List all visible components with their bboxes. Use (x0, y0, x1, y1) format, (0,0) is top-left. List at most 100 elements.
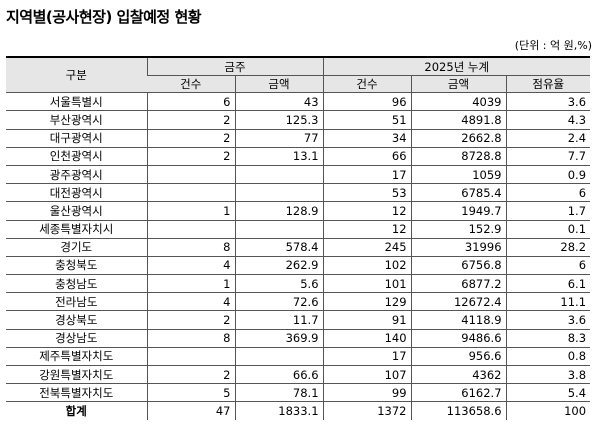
week-count-cell: 1 (146, 274, 235, 294)
table-body: 서울특별시 6 43 96 4039 3.6 부산광역시 2 125.3 51 4891.8 4.3 대… (6, 92, 591, 420)
header-week-count: 건수 (147, 75, 235, 94)
share-cell: 3.8 (505, 365, 591, 385)
week-amount-cell (234, 347, 324, 367)
region-cell: 세종특별자치시 (6, 220, 147, 239)
region-cell: 경상북도 (6, 310, 147, 330)
table-row: 경상북도 2 11.7 91 4118.9 3.6 (6, 310, 591, 330)
week-count-cell: 2 (146, 310, 235, 330)
ytd-amount-cell: 6877.2 (410, 274, 507, 294)
share-cell: 4.3 (505, 110, 591, 130)
week-count-cell: 4 (146, 292, 235, 312)
ytd-count-cell: 17 (322, 347, 412, 367)
share-cell: 2.4 (505, 129, 591, 148)
week-amount-cell: 578.4 (234, 238, 324, 257)
table-row: 전라남도 4 72.6 129 12672.4 11.1 (6, 292, 591, 312)
share-cell: 1.7 (505, 201, 591, 221)
week-amount-cell: 11.7 (234, 310, 324, 330)
ytd-count-cell: 245 (322, 238, 412, 257)
total-row: 합계 47 1833.1 1372 113658.6 100 (6, 401, 591, 420)
share-cell: 0.9 (505, 165, 591, 185)
week-count-cell: 8 (146, 238, 235, 257)
week-amount-cell: 128.9 (234, 201, 324, 221)
ytd-amount-cell: 1949.7 (410, 201, 507, 221)
table-row: 충청북도 4 262.9 102 6756.8 6 (6, 256, 591, 276)
week-count-cell (146, 347, 235, 367)
ytd-count-cell: 1372 (322, 401, 412, 420)
table-row: 전북특별자치도 5 78.1 99 6162.7 5.4 (6, 383, 591, 403)
week-count-cell: 4 (146, 256, 235, 276)
page-title: 지역별(공사현장) 입찰예정 현황 (6, 8, 202, 26)
ytd-count-cell: 51 (322, 110, 412, 130)
ytd-count-cell: 12 (322, 220, 412, 239)
table-row: 제주특별자치도 17 956.6 0.8 (6, 347, 591, 367)
header-region: 구분 (6, 57, 147, 94)
week-amount-cell: 43 (234, 92, 324, 112)
week-amount-cell: 78.1 (234, 383, 324, 403)
region-cell: 광주광역시 (6, 165, 147, 185)
region-cell: 강원특별자치도 (6, 365, 147, 385)
region-cell: 서울특별시 (6, 92, 147, 112)
share-cell: 0.8 (505, 347, 591, 367)
share-cell: 3.6 (505, 92, 591, 112)
ytd-count-cell: 12 (322, 201, 412, 221)
table-row: 부산광역시 2 125.3 51 4891.8 4.3 (6, 110, 591, 130)
table-row: 경기도 8 578.4 245 31996 28.2 (6, 238, 591, 257)
region-cell: 울산광역시 (6, 201, 147, 221)
week-amount-cell: 369.9 (234, 329, 324, 348)
ytd-count-cell: 129 (322, 292, 412, 312)
ytd-count-cell: 66 (322, 147, 412, 166)
week-amount-cell (234, 165, 324, 185)
ytd-count-cell: 96 (322, 92, 412, 112)
share-cell: 28.2 (505, 238, 591, 257)
week-amount-cell: 13.1 (234, 147, 324, 166)
ytd-count-cell: 101 (322, 274, 412, 294)
region-cell: 제주특별자치도 (6, 347, 147, 367)
ytd-amount-cell: 8728.8 (410, 147, 507, 166)
ytd-amount-cell: 4362 (410, 365, 507, 385)
ytd-count-cell: 53 (322, 183, 412, 203)
week-amount-cell: 125.3 (234, 110, 324, 130)
table-row: 광주광역시 17 1059 0.9 (6, 165, 591, 185)
header-this-week: 금주 (146, 57, 324, 77)
table-row: 충청남도 1 5.6 101 6877.2 6.1 (6, 274, 591, 294)
ytd-amount-cell: 6162.7 (410, 383, 507, 403)
share-cell: 5.4 (505, 383, 591, 403)
week-count-cell (146, 165, 235, 185)
week-amount-cell: 5.6 (234, 274, 324, 294)
share-cell: 11.1 (505, 292, 591, 312)
week-amount-cell: 72.6 (234, 292, 324, 312)
header-share: 점유율 (505, 75, 591, 94)
ytd-amount-cell: 1059 (410, 165, 507, 185)
region-cell: 충청북도 (6, 256, 147, 276)
week-amount-cell (234, 183, 324, 203)
ytd-amount-cell: 2662.8 (410, 129, 507, 148)
week-count-cell (146, 183, 235, 203)
region-cell: 부산광역시 (6, 110, 147, 130)
region-cell: 경기도 (6, 238, 147, 257)
region-cell: 전북특별자치도 (6, 383, 147, 403)
region-cell: 인천광역시 (6, 147, 147, 166)
ytd-amount-cell: 152.9 (410, 220, 507, 239)
table-row: 대전광역시 53 6785.4 6 (6, 183, 591, 203)
week-amount-cell (234, 220, 324, 239)
ytd-count-cell: 102 (322, 256, 412, 276)
week-count-cell: 2 (146, 365, 235, 385)
table-row: 울산광역시 1 128.9 12 1949.7 1.7 (6, 201, 591, 221)
week-count-cell: 5 (146, 383, 235, 403)
week-amount-cell: 66.6 (234, 365, 324, 385)
ytd-amount-cell: 4039 (410, 92, 507, 112)
ytd-amount-cell: 6785.4 (410, 183, 507, 203)
table-row: 대구광역시 2 77 34 2662.8 2.4 (6, 129, 591, 148)
table-row: 경상남도 8 369.9 140 9486.6 8.3 (6, 329, 591, 348)
week-count-cell: 1 (146, 201, 235, 221)
header-ytd-count: 건수 (322, 75, 412, 94)
share-cell: 7.7 (505, 147, 591, 166)
week-count-cell: 47 (146, 401, 235, 420)
bid-status-table: 구분 금주 2025년 누계 건수 금액 건수 금액 점유율 서울특별시 6 43 9… (6, 56, 591, 420)
share-cell: 100 (505, 401, 591, 420)
ytd-amount-cell: 31996 (410, 238, 507, 257)
region-cell: 전라남도 (6, 292, 147, 312)
header-ytd: 2025년 누계 (322, 57, 591, 77)
region-cell: 대전광역시 (6, 183, 147, 203)
share-cell: 8.3 (505, 329, 591, 348)
